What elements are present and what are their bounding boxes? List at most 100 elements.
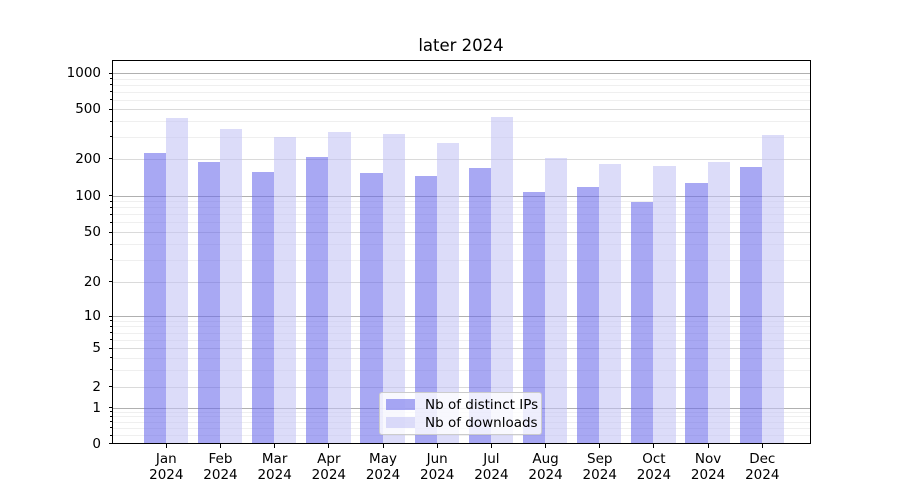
gridline-minor-y-900 (113, 78, 810, 80)
y-minor-tick-3 (110, 369, 113, 371)
y-tick-label-500: 500 (75, 101, 101, 118)
gridline-y-5 (113, 348, 810, 350)
year-label: 2024 (149, 466, 184, 483)
x-tick-sep (599, 444, 601, 448)
x-tick-label-aug: Aug 2024 (518, 451, 574, 483)
gridline-y-50 (113, 232, 810, 233)
x-tick-label-jul: Jul 2024 (463, 451, 519, 483)
y-tick-20 (108, 281, 113, 282)
y-minor-tick-600 (110, 99, 113, 101)
y-tick-label-200: 200 (75, 150, 101, 167)
y-minor-tick-0.6 (110, 427, 113, 429)
bar-mar-downloads (274, 137, 297, 444)
y-tick-50 (108, 231, 113, 233)
bar-may-distinct-ips (360, 172, 383, 444)
month-label: Feb (208, 451, 233, 467)
bar-jun-downloads (436, 142, 459, 444)
x-tick-label-apr: Apr 2024 (301, 451, 357, 483)
gridline-minor-y-30 (113, 259, 810, 261)
x-tick-label-feb: Feb 2024 (192, 451, 248, 483)
gridline-y-500 (113, 109, 810, 111)
y-tick-500 (108, 108, 113, 110)
month-label: Nov (694, 451, 722, 467)
bar-nov-downloads (707, 162, 730, 444)
bar-dec-distinct-ips (739, 167, 762, 444)
plot-area (112, 60, 811, 444)
y-tick-1 (108, 407, 113, 408)
gridline-minor-y-7 (113, 332, 810, 334)
y-tick-2 (108, 386, 113, 388)
y-tick-label-100: 100 (75, 187, 101, 204)
y-minor-tick-0.5 (110, 434, 113, 436)
x-tick-jan (165, 444, 167, 448)
bar-jun-distinct-ips (414, 175, 437, 444)
gridline-y-100 (113, 195, 810, 197)
year-label: 2024 (257, 466, 292, 483)
gridline-y-200 (113, 158, 810, 160)
gridline-minor-y-3 (113, 369, 810, 371)
y-tick-1000 (108, 72, 113, 74)
bar-apr-distinct-ips (306, 157, 329, 444)
x-tick-mar (274, 444, 276, 448)
month-label: Jul (483, 451, 500, 467)
gridline-minor-y-4 (113, 357, 810, 359)
y-minor-tick-0.9 (110, 411, 113, 413)
x-tick-label-may: May 2024 (355, 451, 411, 483)
legend-label: Nb of distinct IPs (425, 396, 539, 413)
y-minor-tick-400 (110, 120, 113, 122)
bar-mar-distinct-ips (251, 171, 275, 444)
bar-dec-downloads (761, 135, 784, 444)
x-tick-apr (328, 444, 330, 448)
x-tick-may (382, 444, 384, 448)
x-tick-label-sep: Sep 2024 (572, 451, 628, 483)
y-tick-label-1: 1 (92, 399, 101, 416)
y-tick-label-0: 0 (92, 435, 101, 452)
bar-apr-downloads (328, 132, 351, 444)
y-minor-tick-9 (110, 320, 113, 322)
legend-label: Nb of downloads (425, 414, 538, 431)
year-label: 2024 (203, 466, 238, 483)
y-minor-tick-900 (110, 78, 113, 80)
year-label: 2024 (690, 466, 726, 483)
year-label: 2024 (636, 466, 672, 483)
x-tick-label-jan: Jan 2024 (138, 451, 194, 483)
x-tick-label-oct: Oct 2024 (626, 451, 682, 483)
bar-jan-downloads (165, 118, 188, 444)
gridline-minor-y-9 (113, 320, 810, 322)
y-minor-tick-800 (110, 84, 113, 86)
gridline-minor-y-800 (113, 84, 810, 86)
y-tick-label-5: 5 (92, 340, 101, 357)
y-tick-label-2: 2 (92, 378, 101, 395)
month-label: Aug (532, 451, 559, 467)
y-minor-tick-6 (110, 339, 113, 341)
year-label: 2024 (582, 466, 617, 483)
year-label: 2024 (311, 466, 346, 483)
gridline-minor-y-70 (113, 214, 810, 216)
gridline-minor-y-0.5 (113, 435, 810, 437)
y-tick-200 (108, 158, 113, 160)
x-tick-feb (219, 444, 221, 448)
bar-jul-downloads (490, 116, 514, 444)
gridline-minor-y-700 (113, 91, 810, 93)
gridline-minor-y-6 (113, 339, 810, 341)
y-tick-label-1000: 1000 (66, 65, 101, 82)
y-minor-tick-8 (110, 325, 113, 327)
y-tick-label-20: 20 (83, 273, 101, 290)
y-minor-tick-300 (110, 136, 113, 138)
x-tick-aug (545, 444, 547, 448)
month-label: Dec (749, 451, 776, 467)
legend-item-downloads: Nb of downloads (380, 414, 541, 431)
x-tick-label-jun: Jun 2024 (409, 451, 465, 483)
gridline-y-2 (113, 386, 810, 388)
bar-oct-downloads (653, 165, 676, 444)
chart-title: later 2024 (418, 36, 504, 55)
x-tick-jul (490, 444, 492, 448)
y-minor-tick-30 (110, 259, 113, 261)
y-minor-tick-0.8 (110, 415, 113, 417)
y-minor-tick-4 (110, 357, 113, 359)
month-label: Oct (642, 451, 666, 467)
x-tick-oct (653, 444, 655, 448)
year-label: 2024 (474, 466, 509, 483)
bar-aug-distinct-ips (522, 191, 546, 444)
bar-feb-downloads (219, 129, 243, 444)
